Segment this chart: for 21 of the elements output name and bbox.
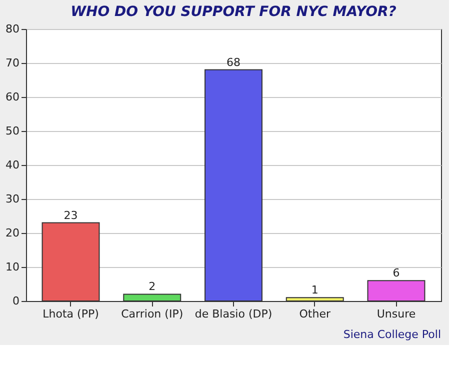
x-tick-label: Other — [299, 308, 331, 320]
text: Siena College Poll — [343, 328, 441, 341]
chart-title: WHO DO YOU SUPPORT FOR NYC MAYOR? — [70, 4, 396, 20]
data-label: 2 — [148, 280, 156, 294]
y-tick-label: 30 — [6, 192, 20, 206]
x-tick-label: Unsure — [376, 308, 416, 320]
data-label: 68 — [226, 56, 240, 69]
y-tick-label: 60 — [6, 90, 20, 104]
x-tick-label: de Blasio (DP) — [194, 308, 272, 320]
y-tick-label: 0 — [12, 294, 20, 308]
y-tick-label: 20 — [6, 226, 20, 240]
y-tick-label: 10 — [6, 260, 20, 274]
data-label: 6 — [392, 266, 400, 280]
x-tick-label: Carrion (IP) — [121, 308, 184, 320]
y-tick-label: 70 — [6, 56, 20, 70]
y-tick-label: 50 — [6, 124, 20, 138]
data-label: 1 — [311, 284, 318, 297]
data-label: 23 — [64, 208, 78, 222]
y-tick-label: 40 — [6, 158, 20, 172]
x-tick-label: Lhota (PP) — [42, 308, 99, 320]
y-tick-label: 80 — [6, 22, 20, 36]
